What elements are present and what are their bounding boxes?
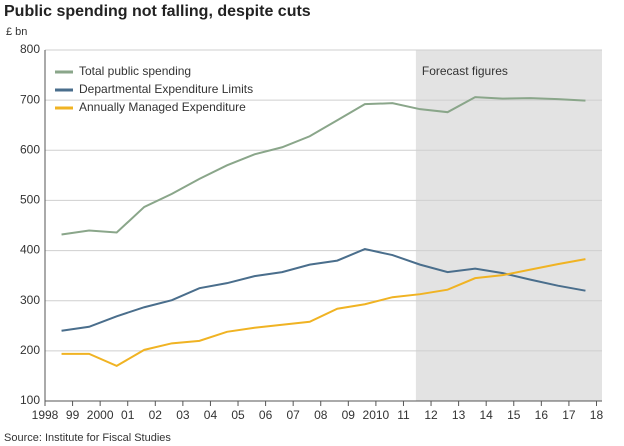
y-tick-label: 600 [20,142,40,156]
x-tick-label: 01 [121,408,135,422]
legend-label: Annually Managed Expenditure [79,100,246,114]
x-tick-label: 03 [176,408,190,422]
x-tick-label: 13 [452,408,466,422]
x-tick-label: 2000 [87,408,114,422]
x-tick-label: 16 [535,408,549,422]
y-axis-label: £ bn [6,26,27,38]
x-tick-label: 12 [424,408,438,422]
x-tick-label: 07 [286,408,300,422]
legend-label: Total public spending [79,64,191,78]
x-tick-label: 1998 [32,408,59,422]
series-line [61,258,586,368]
x-tick-label: 17 [562,408,576,422]
legend-label: Departmental Expenditure Limits [79,82,253,96]
series-line [61,96,586,236]
x-tick-label: 11 [397,408,410,422]
x-tick-label: 05 [231,408,245,422]
chart-title: Public spending not falling, despite cut… [4,3,311,20]
forecast-label: Forecast figures [422,64,508,78]
x-tick-label: 15 [507,408,521,422]
y-tick-label: 400 [20,243,40,257]
source: Source: Institute for Fiscal Studies [4,432,171,444]
y-tick-label: 700 [20,92,40,106]
y-tick-label: 200 [20,343,40,357]
x-tick-label: 14 [480,408,494,422]
y-tick-label: 800 [20,42,40,56]
x-tick-label: 99 [66,408,80,422]
x-tick-label: 06 [259,408,273,422]
x-tick-label: 04 [204,408,218,422]
series-line [61,248,586,332]
y-tick-label: 100 [20,393,40,407]
forecast-region [415,50,602,401]
x-tick-label: 09 [342,408,356,422]
y-tick-label: 300 [20,293,40,307]
x-tick-label: 2010 [363,408,390,422]
x-tick-label: 18 [590,408,604,422]
x-tick-label: 02 [149,408,163,422]
x-tick-label: 08 [314,408,328,422]
y-tick-label: 500 [20,193,40,207]
